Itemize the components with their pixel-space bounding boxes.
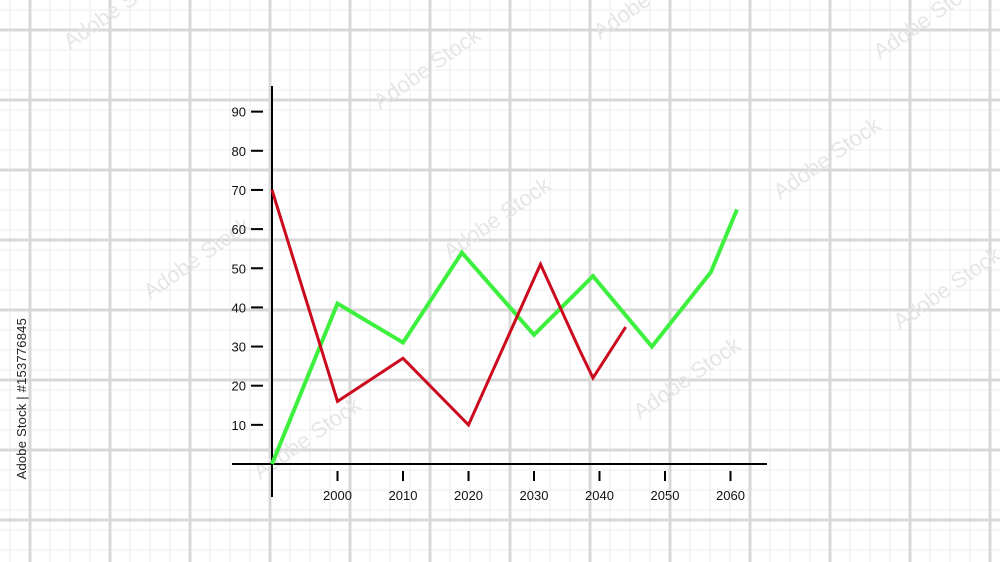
y-tick-label: 20 [232,379,246,394]
x-tick-label: 2000 [323,488,352,503]
y-tick-label: 10 [232,418,246,433]
y-tick-label: 40 [232,300,246,315]
x-tick-label: 2010 [389,488,418,503]
axes [232,86,767,497]
y-tick-label: 80 [232,144,246,159]
series-line-green [270,208,739,465]
x-tick-label: 2050 [651,488,680,503]
credit-text: Adobe Stock | #153776845 [14,318,29,480]
x-tick-label: 2060 [716,488,745,503]
y-tick-label: 50 [232,261,246,276]
x-tick-label: 2040 [585,488,614,503]
y-tick-label: 90 [232,105,246,120]
x-tick-label: 2030 [520,488,549,503]
x-tick-label: 2020 [454,488,483,503]
series [270,189,739,465]
series-line-red [270,189,627,428]
y-tick-label: 30 [232,340,246,355]
y-tick-label: 70 [232,183,246,198]
y-tick-label: 60 [232,222,246,237]
